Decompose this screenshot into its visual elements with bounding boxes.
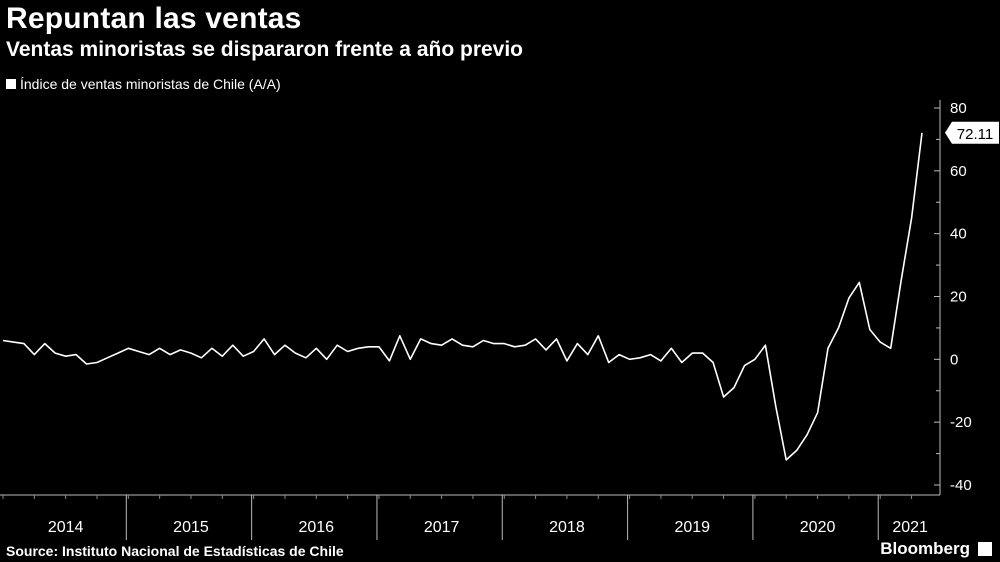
- y-tick-label: 0: [950, 351, 958, 368]
- x-tick-label: 2015: [173, 519, 209, 536]
- x-tick-label: 2016: [298, 519, 334, 536]
- legend-swatch: [6, 79, 16, 89]
- y-tick-label: 40: [950, 226, 967, 243]
- chart-subtitle: Ventas minoristas se dispararon frente a…: [6, 38, 524, 61]
- source-note: Source: Instituto Nacional de Estadístic…: [6, 543, 344, 559]
- legend-label: Índice de ventas minoristas de Chile (A/…: [20, 76, 281, 92]
- last-value-label: 72.11: [957, 126, 993, 143]
- brand-logo: Bloomberg: [880, 539, 970, 558]
- y-tick-label: 20: [950, 289, 967, 306]
- x-tick-label: 2020: [800, 519, 836, 536]
- chart-title: Repuntan las ventas: [6, 2, 302, 35]
- bloomberg-icon: [978, 542, 992, 556]
- x-tick-label: 2021: [892, 519, 928, 536]
- y-tick-label: 60: [950, 163, 967, 180]
- y-tick-label: -40: [950, 477, 972, 494]
- last-value-callout: [945, 121, 999, 144]
- x-tick-label: 2014: [48, 519, 84, 536]
- x-tick-label: 2018: [549, 519, 585, 536]
- y-tick-label: -20: [950, 414, 972, 431]
- legend: Índice de ventas minoristas de Chile (A/…: [6, 76, 281, 92]
- series-line: [2, 132, 923, 461]
- x-tick-label: 2017: [424, 519, 460, 536]
- x-tick-label: 2019: [674, 519, 710, 536]
- y-tick-label: 80: [950, 100, 967, 117]
